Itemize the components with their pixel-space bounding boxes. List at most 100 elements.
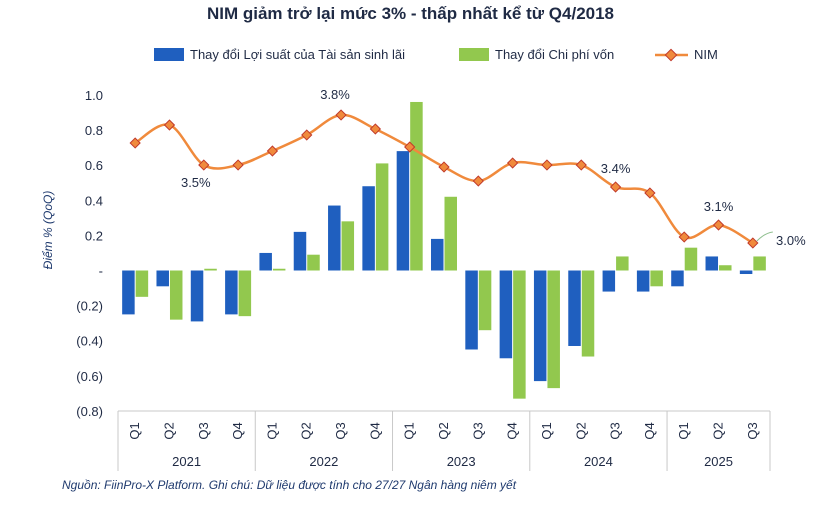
nim-marker <box>506 157 519 169</box>
nim-annotation: 3.8% <box>320 87 350 102</box>
bar-cost <box>547 270 560 389</box>
bar-yield <box>602 270 616 292</box>
x-tick-quarter: Q1 <box>676 422 691 439</box>
x-tick-quarter: Q2 <box>436 422 451 439</box>
x-tick-quarter: Q4 <box>367 422 382 439</box>
nim-marker <box>198 159 210 171</box>
bar-yield <box>362 186 375 271</box>
bar-yield <box>465 270 478 350</box>
bar-yield <box>225 270 238 315</box>
bar-cost <box>410 101 423 271</box>
bar-yield <box>431 238 444 271</box>
nim-annotation: 3.5% <box>181 175 211 190</box>
nim-marker <box>712 219 725 231</box>
bar-yield <box>156 270 169 287</box>
legend-label-cost: Thay đổi Chi phí vốn <box>495 47 614 62</box>
bar-yield <box>499 270 513 359</box>
y-tick-label: 0.8 <box>85 123 103 138</box>
bar-yield <box>636 270 650 292</box>
bar-cost <box>238 270 252 317</box>
nim-labels: 3.5% 3.8% 3.4% 3.1% 3.0% <box>181 87 806 248</box>
bar-yield <box>328 205 341 271</box>
axes: 1.0 0.8 0.6 0.4 0.2 - (0.2) (0.4) (0.6) (0.8) Điểm… <box>41 88 103 419</box>
legend-swatch-cost <box>459 48 489 61</box>
nim-marker <box>266 145 279 157</box>
legend-label-nim: NIM <box>694 47 718 62</box>
x-tick-quarter: Q2 <box>161 422 176 439</box>
x-tick-quarter: Q2 <box>711 422 726 439</box>
bar-cost <box>444 196 457 271</box>
bar-cost <box>169 270 183 320</box>
x-tick-year: 2023 <box>447 454 476 469</box>
nim-marker <box>163 119 176 131</box>
bar-cost <box>719 265 732 271</box>
nim-marker <box>301 129 313 141</box>
x-tick-quarter: Q3 <box>745 422 760 439</box>
nim-marker <box>644 187 656 199</box>
bar-yield <box>705 256 719 271</box>
y-tick-label: 0.2 <box>85 228 103 243</box>
x-tick-quarter: Q4 <box>230 422 245 439</box>
bars <box>122 101 766 399</box>
x-tick-quarter: Q4 <box>505 422 520 439</box>
legend-marker-nim <box>664 48 678 62</box>
bar-yield <box>396 151 410 271</box>
bar-yield <box>259 252 272 271</box>
nim-marker <box>609 181 622 193</box>
bar-yield <box>122 270 135 315</box>
nim-series-line <box>134 113 754 245</box>
bar-cost <box>478 270 492 331</box>
x-tick-quarter: Q2 <box>573 422 588 439</box>
y-axis-label: Điểm % (QoQ) <box>41 191 55 270</box>
y-tick-label: (0.8) <box>76 404 103 419</box>
nim-marker <box>678 231 690 243</box>
y-tick-label: - <box>99 264 103 279</box>
nim-annotation: 3.4% <box>601 161 631 176</box>
x-tick-year: 2021 <box>172 454 201 469</box>
x-tick-quarter: Q3 <box>333 422 348 439</box>
y-tick-label: 1.0 <box>85 88 103 103</box>
nim-marker <box>472 175 484 187</box>
bar-cost <box>135 270 149 297</box>
x-tick-quarter: Q3 <box>470 422 485 439</box>
bar-yield <box>671 270 684 287</box>
y-tick-label: 0.4 <box>85 193 103 208</box>
bar-cost <box>650 270 663 287</box>
x-tick-year: 2022 <box>309 454 338 469</box>
x-tick-year: 2025 <box>704 454 733 469</box>
nim-marker <box>575 159 587 171</box>
x-tick-quarter: Q1 <box>402 422 417 439</box>
nim-marker <box>747 237 759 249</box>
bar-cost <box>307 254 320 271</box>
bar-cost <box>684 247 698 271</box>
x-tick-quarter: Q3 <box>608 422 623 439</box>
bar-cost <box>581 270 595 357</box>
x-axis: Q1 Q2 Q3 Q4 Q1 Q2 Q3 Q4 Q1 Q2 Q3 Q4 Q1 Q2 Q3 Q4 Q1 Q2 Q3 20… <box>117 410 771 471</box>
nim-annotation: 3.0% <box>776 233 806 248</box>
x-tick-quarter: Q4 <box>642 422 657 439</box>
legend-swatch-yield <box>154 48 184 61</box>
bar-cost <box>513 270 526 399</box>
nim-marker <box>541 159 553 171</box>
x-tick-year: 2024 <box>584 454 613 469</box>
nim-marker <box>438 161 450 173</box>
x-tick-quarter: Q1 <box>127 422 142 439</box>
y-tick-label: 0.6 <box>85 158 103 173</box>
bar-cost <box>375 163 389 271</box>
bar-yield <box>568 270 581 346</box>
y-tick-label: (0.4) <box>76 334 103 349</box>
nim-annotation: 3.1% <box>704 199 734 214</box>
nim-annotation-leader <box>756 231 773 242</box>
bar-cost <box>753 256 766 271</box>
nim-marker <box>232 159 244 171</box>
bar-yield <box>739 270 753 275</box>
source-note: Nguồn: FiinPro-X Platform. Ghi chú: Dữ l… <box>62 478 517 492</box>
bar-cost <box>272 268 286 271</box>
y-tick-label: (0.6) <box>76 369 103 384</box>
x-tick-quarter: Q3 <box>196 422 211 439</box>
legend: Thay đổi Lợi suất của Tài sản sinh lãi Th… <box>154 47 718 62</box>
bar-cost <box>616 256 629 271</box>
x-tick-quarter: Q1 <box>264 422 279 439</box>
x-tick-quarter: Q2 <box>299 422 314 439</box>
